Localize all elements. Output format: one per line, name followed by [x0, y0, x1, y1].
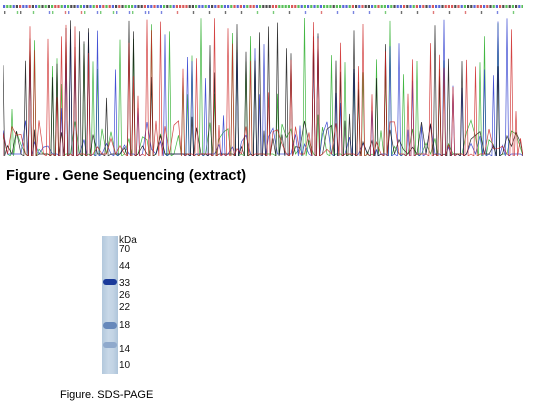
marker-label-14: 14 — [119, 344, 131, 355]
sequencing-chromatogram — [3, 5, 523, 156]
marker-label-44: 44 — [119, 261, 131, 272]
trace-T — [3, 18, 523, 156]
gel-band-33kda — [103, 279, 117, 285]
marker-label-26: 26 — [119, 290, 131, 301]
marker-label-33: 33 — [119, 278, 131, 289]
marker-label-10: 10 — [119, 360, 131, 371]
gel-band-14kda — [103, 342, 117, 348]
marker-label-70: 70 — [119, 244, 131, 255]
marker-label-22: 22 — [119, 302, 131, 313]
figure-caption-gene-sequencing: Figure . Gene Sequencing (extract) — [6, 168, 247, 184]
sds-page-gel-lane — [102, 236, 118, 374]
marker-label-18: 18 — [119, 320, 131, 331]
marker-unit-label: kDa — [119, 235, 137, 246]
sequence-letters-strip — [3, 5, 523, 14]
gel-band-18kda — [103, 322, 117, 329]
figure-caption-sds-page: Figure. SDS-PAGE — [60, 389, 154, 401]
